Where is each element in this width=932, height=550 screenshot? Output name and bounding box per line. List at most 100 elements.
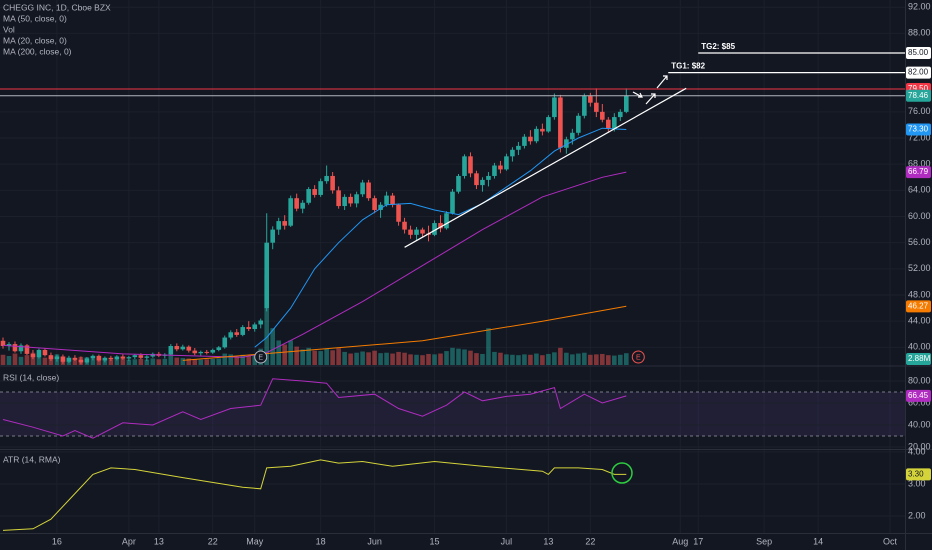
candle-body	[588, 96, 593, 103]
earnings-marker	[631, 350, 645, 364]
candle-body	[444, 213, 449, 229]
candle-body	[114, 356, 120, 360]
volume-bar	[402, 352, 407, 365]
candle-body	[186, 346, 192, 351]
volume-bar	[588, 354, 593, 365]
x-tick-label: 13	[154, 536, 164, 546]
candle-body	[396, 204, 401, 222]
pane-title: ATR (14, RMA)	[3, 454, 61, 464]
volume-bar	[240, 354, 246, 365]
x-tick-label: Jul	[501, 536, 513, 546]
volume-bar	[468, 350, 473, 365]
candle-body	[306, 189, 311, 203]
volume-bar	[348, 353, 353, 365]
candle-body	[210, 349, 216, 353]
candle-body	[486, 175, 491, 180]
y-tick-label: 72.00	[908, 132, 931, 142]
target-badge-bg	[906, 46, 931, 59]
candle-body	[216, 347, 222, 350]
indicator-line	[2, 378, 627, 439]
y-tick-label: 64.00	[908, 185, 931, 195]
candle-body	[384, 195, 389, 205]
candle-body	[360, 182, 365, 195]
candle-body	[582, 96, 587, 116]
volume-bar	[480, 353, 485, 365]
x-tick-label: Oct	[883, 536, 898, 546]
volume-bar	[192, 359, 198, 365]
candle-body	[96, 355, 102, 361]
candle-body	[276, 221, 281, 230]
volume-bar	[504, 354, 509, 365]
candle-body	[564, 139, 569, 148]
volume-bar	[342, 351, 347, 365]
volume-bar	[396, 351, 401, 365]
volume-bar	[366, 352, 371, 365]
candle-body	[414, 229, 419, 235]
target-badge-bg	[906, 66, 931, 79]
candle-body	[18, 345, 24, 352]
ma-value-badge-bg	[906, 123, 931, 136]
y-tick-label: 4.00	[908, 446, 926, 456]
candle-body	[48, 355, 54, 360]
candle-body	[294, 198, 299, 209]
highlight-circle	[611, 462, 633, 484]
candle-body	[54, 356, 60, 360]
candle-body	[318, 181, 323, 195]
target-badge: 82.00	[908, 68, 929, 77]
candle-body	[462, 156, 467, 176]
candle-body	[132, 355, 138, 358]
volume-bar	[246, 356, 252, 365]
candle-body	[72, 357, 78, 360]
volume-bar	[228, 354, 234, 365]
candle-body	[468, 156, 473, 174]
candle-body	[228, 332, 234, 338]
candle-body	[198, 351, 204, 354]
candle-body	[558, 97, 563, 148]
volume-bar	[306, 347, 311, 365]
volume-bar	[24, 355, 30, 365]
candle-body	[138, 355, 144, 358]
ma-value-badge: 66.79	[908, 167, 929, 176]
y-tick-label: 2.00	[908, 510, 926, 520]
volume-bar	[546, 353, 551, 365]
y-tick-label: 80.00	[908, 375, 931, 385]
candle-body	[534, 128, 539, 142]
candle-body	[204, 351, 210, 353]
volume-bar	[42, 357, 48, 365]
candle-body	[342, 196, 347, 207]
arrow	[645, 93, 656, 105]
candle-body	[624, 95, 629, 112]
volume-bar	[126, 359, 132, 365]
x-tick-label: 16	[52, 536, 62, 546]
volume-bar	[582, 352, 587, 365]
candle-body	[324, 175, 329, 182]
candle-body	[6, 344, 12, 347]
y-tick-label: 60.00	[908, 211, 931, 221]
volume-bar	[198, 359, 204, 365]
candle-body	[30, 353, 36, 358]
x-tick-label: Apr	[122, 536, 136, 546]
volume-bar	[432, 354, 437, 365]
volume-bar	[492, 351, 497, 365]
volume-bar	[12, 353, 18, 365]
x-tick-label: Jun	[367, 536, 382, 546]
candle-body	[102, 357, 108, 361]
volume-bar	[510, 354, 515, 365]
earnings-label: E	[258, 354, 263, 361]
volume-bar	[72, 358, 78, 365]
candle-body	[240, 327, 246, 335]
volume-bar	[282, 344, 287, 365]
candle-body	[288, 198, 293, 226]
arrows	[632, 75, 668, 105]
volume-bar	[222, 353, 228, 365]
y-tick-label: 52.00	[908, 263, 931, 273]
candle-body	[522, 136, 527, 146]
volume-bar	[450, 347, 455, 365]
candle-body	[24, 345, 30, 354]
x-tick-label: May	[246, 536, 264, 546]
volume-bar	[570, 354, 575, 365]
candle-body	[36, 349, 42, 358]
volume-bar	[384, 352, 389, 365]
volume-bar	[132, 359, 138, 365]
candle-body	[270, 229, 275, 243]
